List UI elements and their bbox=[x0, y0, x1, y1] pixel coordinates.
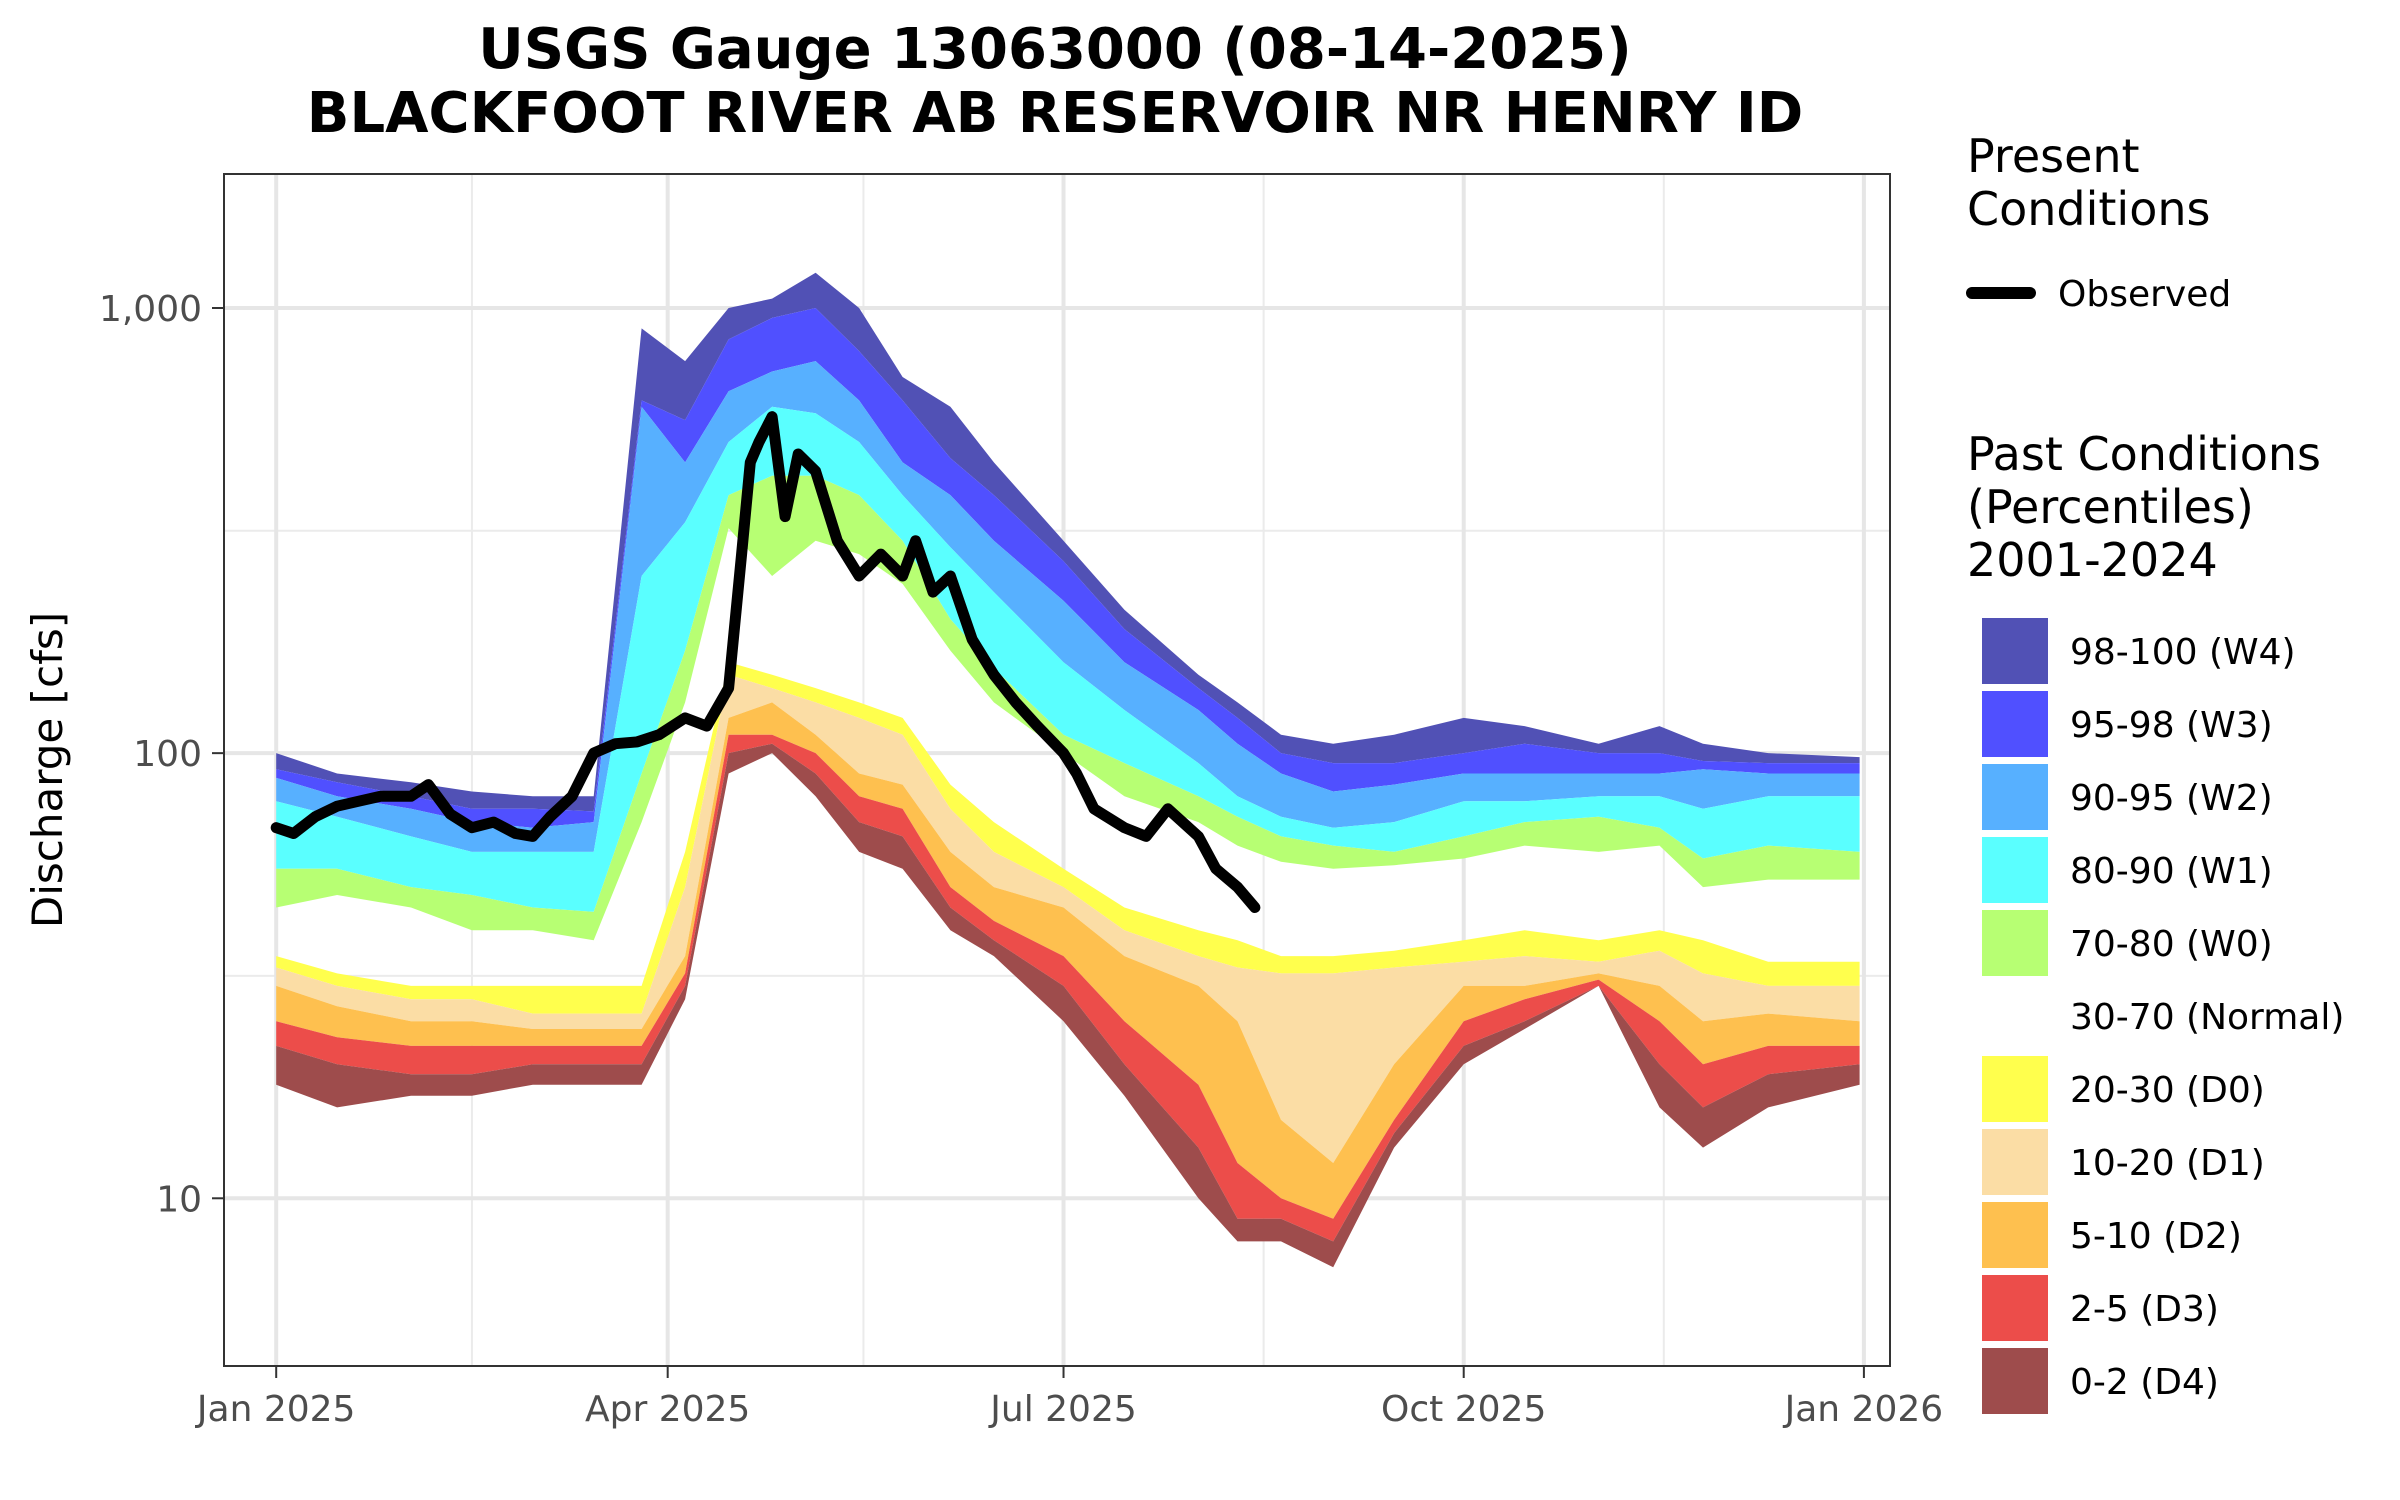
legend-item-label: 80-90 (W1) bbox=[2070, 851, 2273, 892]
x-tick-label: Jan 2025 bbox=[195, 1389, 356, 1430]
legend-item-label: 10-20 (D1) bbox=[2070, 1143, 2265, 1184]
legend-item-label: 70-80 (W0) bbox=[2070, 924, 2273, 965]
legend-key bbox=[1982, 1129, 2048, 1195]
y-tick-label: 10 bbox=[156, 1179, 202, 1220]
band-d2 bbox=[276, 702, 1860, 1219]
chart-title: USGS Gauge 13063000 (08-14-2025) bbox=[478, 17, 1631, 82]
legend-item-label: 98-100 (W4) bbox=[2070, 632, 2296, 673]
x-tick-label: Apr 2025 bbox=[585, 1389, 750, 1430]
band-w4 bbox=[276, 272, 1860, 812]
legend-item-label: 20-30 (D0) bbox=[2070, 1070, 2265, 1111]
legend-present-conditions: Present Conditions Observed bbox=[1966, 129, 2231, 315]
x-tick-label: Oct 2025 bbox=[1381, 1389, 1546, 1430]
observed-series bbox=[270, 411, 1261, 913]
legend-past-items: 98-100 (W4) 95-98 (W3) 90-95 (W2) 80-90 (W1… bbox=[1982, 618, 2344, 1414]
legend-key bbox=[1982, 910, 2048, 976]
legend-item-label: 95-98 (W3) bbox=[2070, 705, 2273, 746]
plot-area bbox=[223, 173, 1891, 1367]
legend-key bbox=[1982, 1348, 2048, 1414]
band-w1 bbox=[276, 406, 1860, 912]
grid-lines bbox=[224, 174, 1890, 1366]
legend-key bbox=[1982, 691, 2048, 757]
legend-key bbox=[1982, 618, 2048, 684]
band-w3 bbox=[276, 308, 1860, 828]
legend-past-title-line-2: (Percentiles) bbox=[1967, 480, 2254, 534]
band-w0 bbox=[276, 475, 1860, 941]
legend-item-label: 30-70 (Normal) bbox=[2070, 997, 2344, 1038]
legend-past-title-line-1: Past Conditions bbox=[1967, 427, 2321, 481]
percentile-bands bbox=[276, 272, 1860, 1268]
legend-present-title-line-2: Conditions bbox=[1967, 182, 2210, 236]
observed-line bbox=[270, 411, 1261, 913]
y-tick-label: 1,000 bbox=[99, 289, 202, 330]
legend-item-label: 0-2 (D4) bbox=[2070, 1362, 2219, 1403]
band-d4 bbox=[276, 743, 1860, 1268]
band-w2 bbox=[276, 361, 1860, 852]
legend-key bbox=[1982, 1056, 2048, 1122]
legend-key bbox=[1982, 1202, 2048, 1268]
legend-key bbox=[1982, 764, 2048, 830]
chart-subtitle: BLACKFOOT RIVER AB RESERVOIR NR HENRY ID bbox=[307, 81, 1803, 146]
plot-border bbox=[223, 173, 1891, 1367]
y-axis-title: Discharge [cfs] bbox=[23, 612, 72, 928]
legend-observed-label: Observed bbox=[2058, 274, 2231, 315]
legend-key bbox=[1982, 837, 2048, 903]
x-tick-label: Jan 2026 bbox=[1783, 1389, 1944, 1430]
y-tick-label: 100 bbox=[133, 734, 202, 775]
x-axis: Jan 2025 Apr 2025 Jul 2025 Oct 2025 Jan 2026 bbox=[195, 1366, 1943, 1430]
legend-key bbox=[1982, 1275, 2048, 1341]
legend-past-conditions: Past Conditions (Percentiles) 2001-2024 … bbox=[1967, 427, 2344, 1414]
legend-item-label: 90-95 (W2) bbox=[2070, 778, 2273, 819]
legend-item-label: 5-10 (D2) bbox=[2070, 1216, 2242, 1257]
legend-past-title-line-3: 2001-2024 bbox=[1967, 533, 2218, 587]
y-axis: 10 100 1,000 bbox=[99, 289, 224, 1220]
band-d3 bbox=[276, 734, 1860, 1242]
legend-present-title-line-1: Present bbox=[1967, 129, 2140, 183]
x-tick-label: Jul 2025 bbox=[988, 1389, 1137, 1430]
legend-item-label: 2-5 (D3) bbox=[2070, 1289, 2219, 1330]
